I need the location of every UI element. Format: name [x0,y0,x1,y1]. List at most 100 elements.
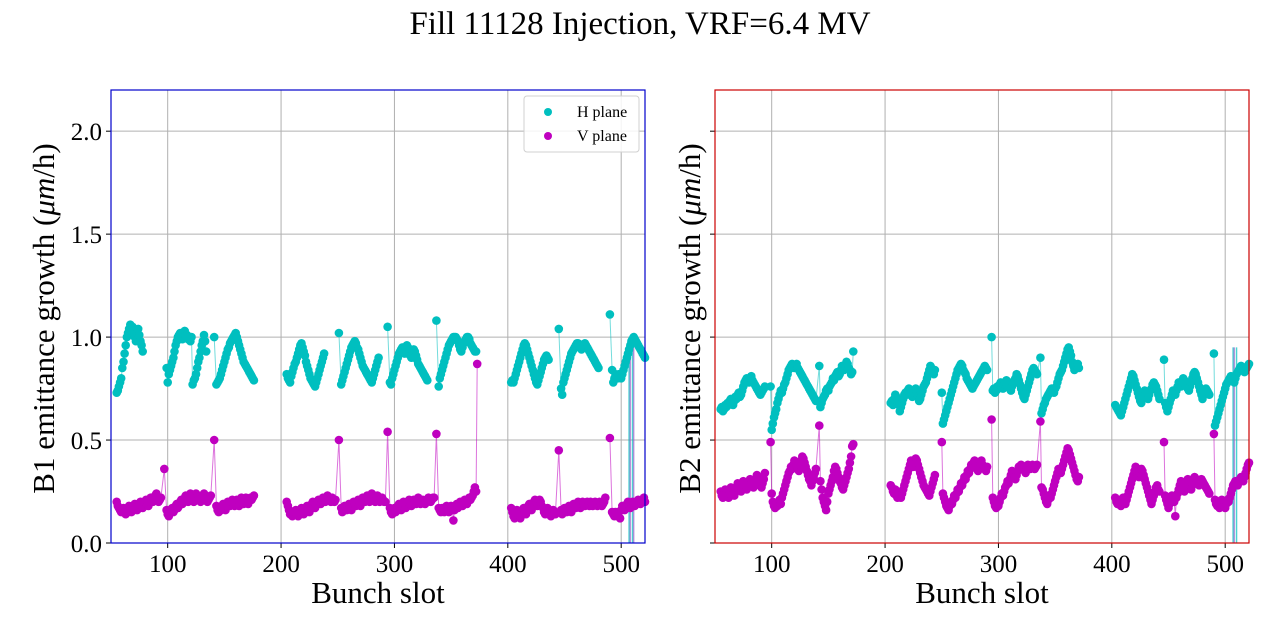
data-point [930,365,940,375]
data-point [767,489,776,498]
series-v-plane [112,359,650,525]
data-point [200,336,210,346]
data-point [156,493,166,503]
data-point [811,464,821,474]
data-point [821,505,831,515]
y-axis-label-unit: μm [26,178,61,217]
data-point [1074,363,1084,373]
data-point [334,435,344,445]
data-point [432,429,441,439]
data-point [471,487,481,496]
data-point [554,446,564,455]
x-tick-label: 100 [753,551,791,578]
data-point [937,437,947,447]
legend-box [523,95,640,153]
data-point [605,433,615,443]
data-point [432,316,441,325]
data-point [116,374,126,383]
data-point [1209,349,1219,358]
data-point [383,427,392,437]
series-h-plane [716,332,1254,435]
data-point [1032,369,1042,379]
y-axis-label: B2 emittance growth (μm/h) [672,143,707,493]
data-point [1159,355,1169,365]
data-point [374,353,383,363]
x-tick-label: 400 [489,551,527,578]
data-point [760,468,770,478]
data-point [982,365,992,375]
data-point [846,452,856,461]
x-tick-label: 200 [866,551,904,578]
data-point [1205,390,1214,400]
panel-b2: 100 200 300 400 500 Bunch slot B2 emittance gr… [672,89,1254,610]
data-point [849,439,858,449]
data-point [1171,511,1180,521]
data-point [1036,353,1045,363]
figure-title: Fill 11128 Injection, VRF=6.4 MV [409,6,871,42]
data-point [138,347,147,356]
y-axis-label-prefix: B1 emittance growth ( [26,216,61,494]
data-point [544,355,553,365]
series-v-plane [716,415,1254,521]
x-tick-label: 300 [376,551,414,578]
data-point [982,462,992,472]
y-axis-label-unit: μm [672,178,707,217]
data-point [1032,460,1042,470]
data-point [822,497,832,507]
data-point [209,435,219,445]
data-point [615,514,625,523]
x-tick-label: 500 [602,551,640,578]
series-h-plane [112,310,650,400]
data-point [334,328,344,338]
y-axis-label-suffix: /h) [26,143,61,177]
data-point [815,361,824,371]
data-point [383,322,392,332]
data-point [605,310,615,319]
data-point [472,359,482,369]
data-point [766,437,775,447]
data-point [1074,472,1084,482]
x-axis-label: Bunch slot [915,575,1049,610]
data-point [209,332,219,342]
data-point [331,495,340,505]
data-point [319,349,329,358]
data-point [249,376,259,385]
panel-b1: 100 200 300 400 500 0.0 0.5 1.0 1.5 2.0 Bunch slot… [26,89,650,610]
data-point [449,516,458,525]
data-point [160,464,169,474]
data-point [601,493,610,503]
data-point [937,388,947,398]
legend-marker [544,132,552,140]
y-tick-label: 0.0 [71,531,102,558]
data-point [1036,417,1045,426]
data-point [816,476,825,486]
x-axis-label: Bunch slot [311,575,445,610]
data-point [594,363,603,373]
legend-label: H plane [577,104,627,121]
data-point [847,367,857,377]
x-tick-label: 300 [980,551,1018,578]
data-point [1205,489,1214,498]
x-tick-label: 200 [262,551,300,578]
data-point [206,491,216,500]
y-tick-label: 1.5 [71,222,102,249]
data-point [554,324,564,334]
data-point [187,332,196,342]
x-tick-label: 100 [149,551,187,578]
y-axis-label: B1 emittance growth (μm/h) [26,143,61,493]
y-axis-label-suffix: /h) [672,143,707,177]
data-point [201,347,211,356]
data-point [930,470,940,480]
axes-frame [714,89,1250,544]
data-point [1159,437,1169,447]
data-point [434,382,444,391]
legend-marker [544,108,552,116]
data-point [381,497,390,507]
x-tick-label: 400 [1093,551,1131,578]
legend-label: V plane [577,128,627,145]
data-point [121,341,130,350]
data-point [429,493,439,503]
data-point [849,347,858,356]
data-point [119,357,128,367]
